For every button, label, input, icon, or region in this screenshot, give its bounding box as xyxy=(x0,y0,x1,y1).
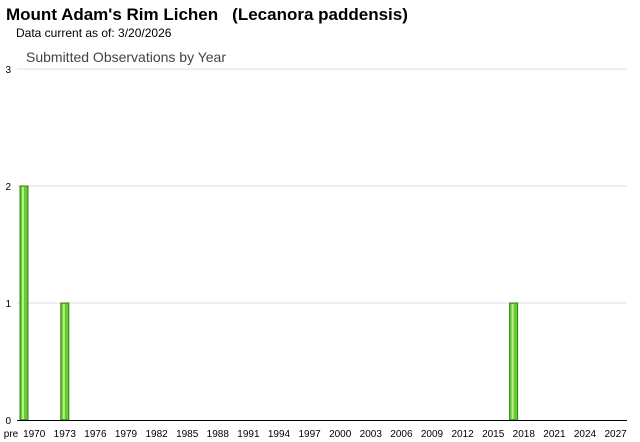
species-title: Mount Adam's Rim Lichen (Lecanora paddens… xyxy=(6,5,408,25)
x-tick-label: 1985 xyxy=(176,429,199,440)
x-tick-label: 2027 xyxy=(604,429,627,440)
x-tick-label: 2009 xyxy=(421,429,444,440)
y-tick-label: 1 xyxy=(5,299,11,310)
x-tick-label: 1973 xyxy=(54,429,77,440)
x-tick-label: 2012 xyxy=(451,429,474,440)
x-tick-label: 1982 xyxy=(145,429,168,440)
x-tick-label: pre xyxy=(4,429,19,440)
x-tick-label: 2000 xyxy=(329,429,352,440)
x-tick-label: 1997 xyxy=(298,429,321,440)
x-tick-label: 1994 xyxy=(268,429,291,440)
x-tick-label: 2003 xyxy=(360,429,383,440)
y-tick-label: 3 xyxy=(5,65,11,76)
x-tick-label: 2006 xyxy=(390,429,413,440)
x-tick-label: 1970 xyxy=(23,429,46,440)
bar-highlight-1973 xyxy=(62,304,65,419)
x-tick-label: 2021 xyxy=(543,429,566,440)
scientific-name: (Lecanora paddensis) xyxy=(232,5,408,24)
chart-title: Submitted Observations by Year xyxy=(26,49,227,65)
x-tick-label: 1976 xyxy=(84,429,107,440)
data-current-date: Data current as of: 3/20/2026 xyxy=(16,26,172,40)
x-tick-label: 2024 xyxy=(574,429,597,440)
common-name: Mount Adam's Rim Lichen xyxy=(6,5,219,24)
bar-highlight-pre xyxy=(22,187,24,419)
y-tick-label: 2 xyxy=(5,182,11,193)
x-tick-label: 2018 xyxy=(513,429,536,440)
x-tick-label: 1991 xyxy=(237,429,260,440)
x-tick-label: 2015 xyxy=(482,429,505,440)
y-tick-label: 0 xyxy=(5,416,11,427)
x-tick-label: 1988 xyxy=(207,429,230,440)
x-tick-label: 1979 xyxy=(115,429,138,440)
bar-highlight-2017 xyxy=(511,304,514,419)
